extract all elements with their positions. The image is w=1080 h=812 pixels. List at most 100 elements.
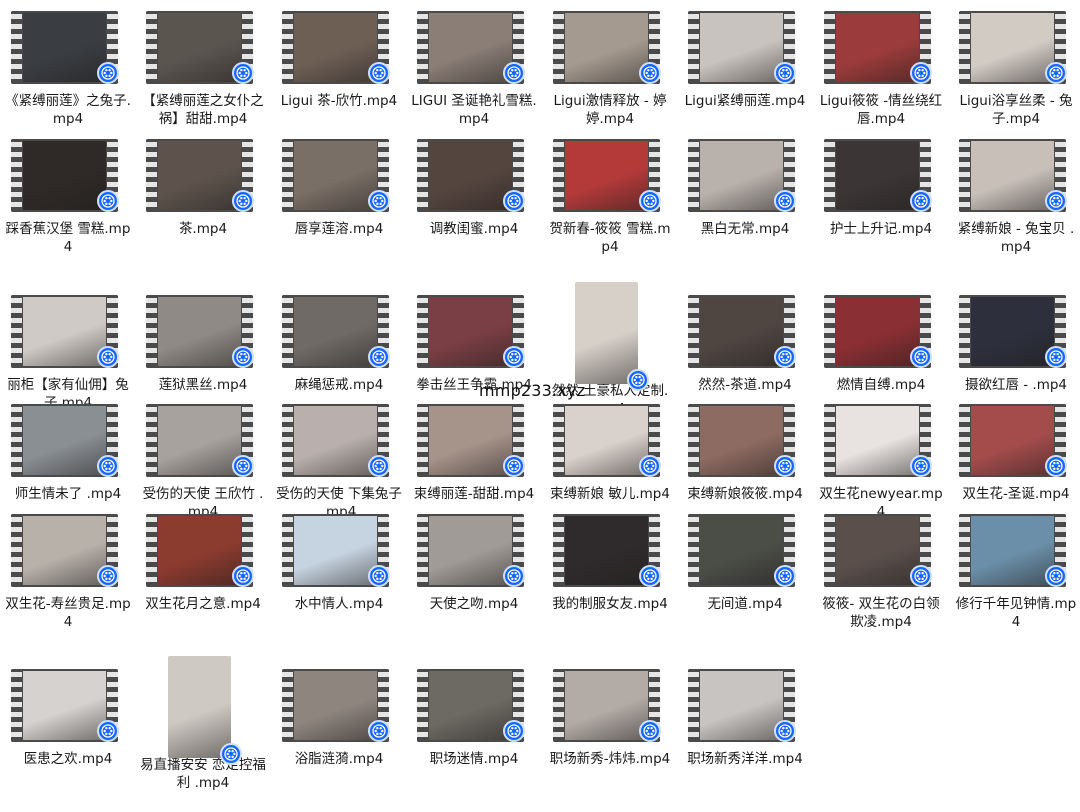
file-item[interactable]: Ligui 茶-欣竹.mp4 xyxy=(271,0,407,148)
file-thumbnail[interactable] xyxy=(677,658,813,750)
file-item[interactable]: 修行千年见钟情.mp4 xyxy=(948,503,1080,651)
file-item[interactable]: 踩香蕉汉堡 雪糕.mp4 xyxy=(0,128,136,276)
file-thumbnail[interactable] xyxy=(271,393,407,485)
file-thumbnail[interactable] xyxy=(135,0,271,92)
file-thumbnail[interactable] xyxy=(542,128,678,220)
file-thumbnail[interactable] xyxy=(271,284,407,376)
file-item[interactable]: LIGUI 圣诞艳礼雪糕.mp4 xyxy=(406,0,542,148)
file-thumbnail[interactable] xyxy=(677,284,813,376)
file-thumbnail[interactable] xyxy=(542,503,678,595)
file-thumbnail[interactable] xyxy=(948,393,1080,485)
file-thumbnail[interactable] xyxy=(677,128,813,220)
file-thumbnail[interactable] xyxy=(677,393,813,485)
file-item[interactable]: 丽柜【家有仙佣】兔子.mp4 xyxy=(0,284,136,432)
file-thumbnail[interactable] xyxy=(948,128,1080,220)
file-thumbnail[interactable] xyxy=(0,393,136,485)
file-thumbnail[interactable] xyxy=(271,503,407,595)
file-item[interactable]: 贺新春-筱筱 雪糕.mp4 xyxy=(542,128,678,276)
file-item[interactable]: 无间道.mp4 xyxy=(677,503,813,651)
file-item[interactable]: 双生花newyear.mp4 xyxy=(813,393,949,541)
file-item[interactable]: 天使之吻.mp4 xyxy=(406,503,542,651)
file-item[interactable]: 莲狱黑丝.mp4 xyxy=(135,284,271,432)
file-thumbnail[interactable] xyxy=(271,128,407,220)
file-thumbnail[interactable] xyxy=(0,128,136,220)
file-thumbnail[interactable] xyxy=(677,0,813,92)
file-thumbnail[interactable] xyxy=(406,393,542,485)
file-thumbnail[interactable] xyxy=(948,0,1080,92)
file-item[interactable]: 易直播安安 恋足控福利 .mp4 xyxy=(135,656,271,812)
file-item[interactable]: 我的制服女友.mp4 xyxy=(542,503,678,651)
file-item[interactable]: 调教闺蜜.mp4 xyxy=(406,128,542,276)
file-item[interactable]: 紧缚新娘 - 兔宝贝 .mp4 xyxy=(948,128,1080,276)
file-item[interactable]: 护士上升记.mp4 xyxy=(813,128,949,276)
video-frame xyxy=(294,297,377,366)
file-item[interactable]: 摄欲红唇 - .mp4 xyxy=(948,284,1080,432)
file-item[interactable]: 筱筱- 双生花の白领欺凌.mp4 xyxy=(813,503,949,651)
film-perforation xyxy=(824,139,835,212)
file-thumbnail[interactable] xyxy=(406,503,542,595)
file-item[interactable]: 麻绳惩戒.mp4 xyxy=(271,284,407,432)
film-perforation xyxy=(824,514,835,587)
file-thumbnail[interactable] xyxy=(0,658,136,750)
file-item[interactable]: 束缚丽莲-甜甜.mp4 xyxy=(406,393,542,541)
file-item[interactable]: 双生花-圣诞.mp4 xyxy=(948,393,1080,541)
filmstrip-thumbnail xyxy=(146,11,253,84)
file-thumbnail[interactable] xyxy=(135,284,271,376)
file-item[interactable]: Ligui激情释放 - 婷婷.mp4 xyxy=(542,0,678,148)
file-item[interactable]: 然然 土豪私人定制.mp4 xyxy=(542,282,678,438)
file-thumbnail[interactable] xyxy=(271,0,407,92)
film-perforation xyxy=(513,11,524,84)
file-thumbnail[interactable] xyxy=(406,658,542,750)
file-thumbnail[interactable] xyxy=(813,128,949,220)
file-thumbnail[interactable] xyxy=(948,284,1080,376)
file-thumbnail[interactable] xyxy=(0,284,136,376)
file-item[interactable]: 双生花月之意.mp4 xyxy=(135,503,271,651)
file-thumbnail[interactable] xyxy=(271,658,407,750)
film-perforation xyxy=(11,295,22,368)
file-thumbnail[interactable] xyxy=(813,393,949,485)
file-thumbnail[interactable] xyxy=(0,0,136,92)
file-item[interactable]: 浴脂涟漪.mp4 xyxy=(271,658,407,806)
file-item[interactable]: 茶.mp4 xyxy=(135,128,271,276)
file-thumbnail[interactable] xyxy=(135,393,271,485)
file-item[interactable]: 水中情人.mp4 xyxy=(271,503,407,651)
file-thumbnail[interactable] xyxy=(813,284,949,376)
file-item[interactable]: 束缚新娘 敏儿.mp4 xyxy=(542,393,678,541)
file-item[interactable]: 然然-茶道.mp4 xyxy=(677,284,813,432)
file-item[interactable]: 师生情未了 .mp4 xyxy=(0,393,136,541)
file-thumbnail[interactable] xyxy=(948,503,1080,595)
file-thumbnail[interactable] xyxy=(406,284,542,376)
file-item[interactable]: 拳击丝王争霸.mp4 xyxy=(406,284,542,432)
file-thumbnail[interactable] xyxy=(406,0,542,92)
file-item[interactable]: 职场新秀-炜炜.mp4 xyxy=(542,658,678,806)
file-item[interactable]: 唇享莲溶.mp4 xyxy=(271,128,407,276)
file-item[interactable]: 职场新秀洋洋.mp4 xyxy=(677,658,813,806)
file-thumbnail[interactable] xyxy=(813,503,949,595)
video-frame xyxy=(429,141,512,210)
file-thumbnail[interactable] xyxy=(135,503,271,595)
file-thumbnail[interactable] xyxy=(542,282,678,391)
file-thumbnail[interactable] xyxy=(677,503,813,595)
file-item[interactable]: Ligui筱筱 -情丝绕红唇.mp4 xyxy=(813,0,949,148)
file-item[interactable]: 双生花-寿丝贵足.mp4 xyxy=(0,503,136,651)
file-item[interactable]: Ligui浴享丝柔 - 兔子.mp4 xyxy=(948,0,1080,148)
file-thumbnail[interactable] xyxy=(542,393,678,485)
file-item[interactable]: 受伤的天使 王欣竹 .mp4 xyxy=(135,393,271,541)
file-thumbnail[interactable] xyxy=(813,0,949,92)
file-item[interactable]: Ligui紧缚丽莲.mp4 xyxy=(677,0,813,148)
file-thumbnail[interactable] xyxy=(542,0,678,92)
file-item[interactable]: 职场迷情.mp4 xyxy=(406,658,542,806)
file-item[interactable]: 束缚新娘筱筱.mp4 xyxy=(677,393,813,541)
film-perforation xyxy=(553,669,564,742)
file-item[interactable]: 黑白无常.mp4 xyxy=(677,128,813,276)
file-item[interactable]: 《紧缚丽莲》之兔子.mp4 xyxy=(0,0,136,148)
file-thumbnail[interactable] xyxy=(542,658,678,750)
file-thumbnail[interactable] xyxy=(0,503,136,595)
file-thumbnail[interactable] xyxy=(135,656,271,765)
file-thumbnail[interactable] xyxy=(406,128,542,220)
file-item[interactable]: 医患之欢.mp4 xyxy=(0,658,136,806)
file-item[interactable]: 【紧缚丽莲之女仆之祸】甜甜.mp4 xyxy=(135,0,271,148)
file-item[interactable]: 燃情自缚.mp4 xyxy=(813,284,949,432)
file-item[interactable]: 受伤的天使 下集兔子 .mp4 xyxy=(271,393,407,541)
file-thumbnail[interactable] xyxy=(135,128,271,220)
